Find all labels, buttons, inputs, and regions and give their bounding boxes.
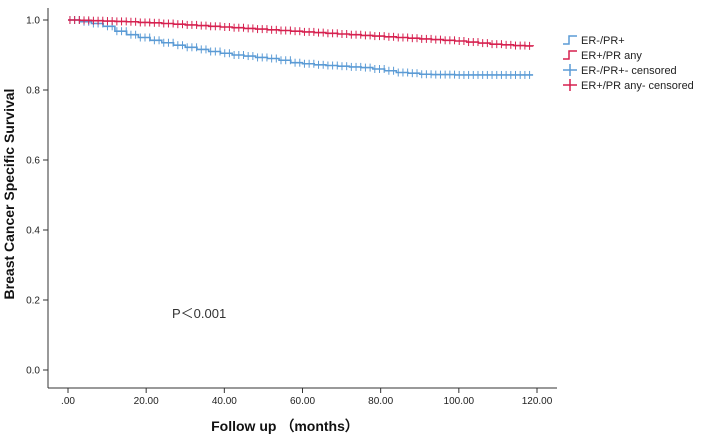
x-tick-label: .00 xyxy=(61,396,75,407)
y-tick-label: 0.4 xyxy=(26,226,40,237)
x-tick-label: 120.00 xyxy=(522,396,553,407)
x-tick-label: 60.00 xyxy=(290,396,315,407)
series-layer xyxy=(68,16,534,79)
y-tick-label: 0.2 xyxy=(26,296,40,307)
legend-label: ER+/PR any xyxy=(581,50,642,62)
legend-step-swatch xyxy=(563,35,577,45)
x-tick-label: 100.00 xyxy=(444,396,475,407)
y-tick-label: 0.8 xyxy=(26,86,40,97)
series-line-1 xyxy=(68,19,534,76)
p-value-annotation: P＜0.001 xyxy=(172,306,226,321)
y-tick-label: 0.0 xyxy=(26,366,40,377)
legend: ER-/PR+ ER+/PR any ER-/PR+- censored ER+/PR… xyxy=(563,35,694,92)
legend-label: ER+/PR any- censored xyxy=(581,80,694,92)
x-axis-title: Follow up （months） xyxy=(211,418,359,434)
legend-label: ER-/PR+ xyxy=(581,35,625,47)
x-tick-label: 20.00 xyxy=(134,396,159,407)
y-axis-ticks: 0.0 0.2 0.4 0.6 0.8 1.0 xyxy=(26,16,48,377)
y-tick-label: 1.0 xyxy=(26,16,40,27)
series-line-2 xyxy=(68,19,534,47)
legend-label: ER-/PR+- censored xyxy=(581,65,677,77)
x-axis-ticks: .00 20.00 40.00 60.00 80.00 100.00 120.00 xyxy=(61,388,553,407)
y-tick-label: 0.6 xyxy=(26,156,40,167)
y-axis-title: Breast Cancer Specific Survival xyxy=(1,89,17,300)
x-tick-label: 80.00 xyxy=(368,396,393,407)
x-tick-label: 40.00 xyxy=(212,396,237,407)
legend-step-swatch xyxy=(563,50,577,60)
